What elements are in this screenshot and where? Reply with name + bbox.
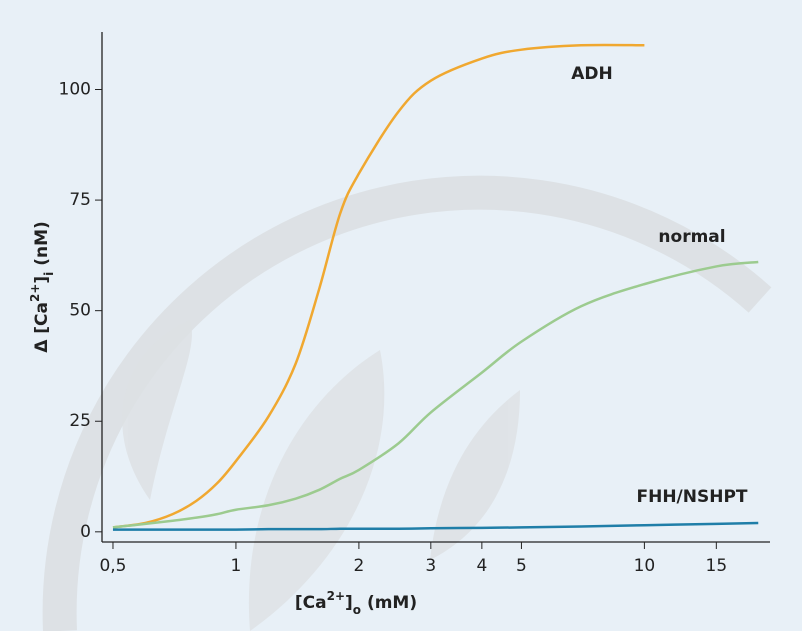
y-tick-label: 0 — [80, 522, 91, 542]
y-tick-label: 50 — [69, 301, 91, 321]
x-tick-label: 5 — [516, 556, 527, 576]
ylabel-part: 2+ — [28, 284, 42, 302]
series-label: ADH — [571, 64, 613, 84]
x-tick-label: 4 — [476, 556, 487, 576]
ylabel-part: ] — [32, 276, 52, 284]
y-tick-label: 75 — [69, 190, 91, 210]
xlabel-part: ] — [345, 593, 353, 613]
y-tick-label: 25 — [69, 411, 91, 431]
x-tick-label: 15 — [706, 556, 728, 576]
ylabel-part: i — [42, 272, 56, 276]
series-label: FHH/NSHPT — [636, 487, 747, 507]
watermark — [42, 175, 772, 631]
xlabel-part: (mM) — [361, 593, 417, 613]
line — [112, 521, 759, 531]
x-tick-label: 3 — [425, 556, 436, 576]
y-tick-label: 100 — [59, 80, 91, 100]
ylabel: Δ [Ca2+]i (nM) — [28, 221, 56, 353]
series-label: normal — [658, 227, 725, 247]
x-tick-label: 0,5 — [99, 556, 126, 576]
xlabel: [Ca2+]o (mM) — [295, 589, 417, 617]
line — [112, 260, 759, 529]
ylabel-part: Δ [Ca — [32, 302, 52, 353]
line — [112, 43, 645, 529]
x-tick-label: 10 — [634, 556, 656, 576]
x-tick-label: 1 — [231, 556, 242, 576]
xlabel-part: 2+ — [327, 589, 345, 603]
xlabel-part: o — [353, 603, 361, 617]
ylabel-part: (nM) — [32, 221, 52, 271]
xlabel-part: [Ca — [295, 593, 327, 613]
x-tick-label: 2 — [353, 556, 364, 576]
